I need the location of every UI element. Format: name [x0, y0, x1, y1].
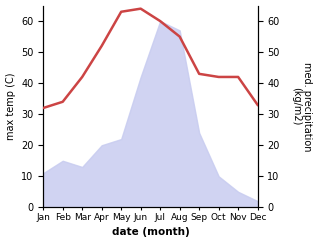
X-axis label: date (month): date (month) [112, 227, 189, 237]
Y-axis label: max temp (C): max temp (C) [5, 73, 16, 140]
Y-axis label: med. precipitation
(kg/m2): med. precipitation (kg/m2) [291, 62, 313, 151]
